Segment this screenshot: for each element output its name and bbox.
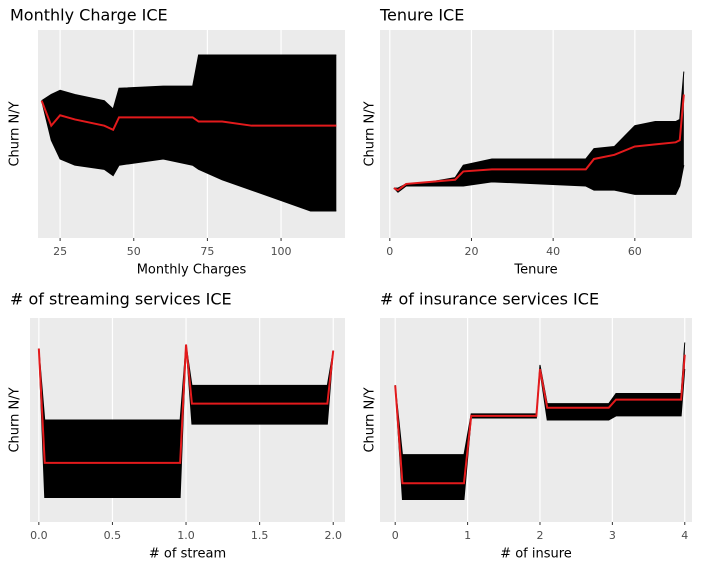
average-line — [37, 344, 335, 464]
x-tick-label: 75 — [200, 245, 214, 258]
x-tick-label: 2 — [536, 529, 543, 542]
chart-title: Tenure ICE — [379, 6, 464, 25]
ice-line — [41, 100, 337, 212]
x-tick-label: 1 — [464, 529, 471, 542]
y-axis-label: Churn N/Y — [8, 101, 23, 166]
x-tick-label: 100 — [271, 245, 292, 258]
x-tick-label: 2.0 — [324, 529, 342, 542]
ice-line — [41, 54, 337, 110]
x-tick-label: 20 — [464, 245, 478, 258]
x-tick-label: 1.5 — [251, 529, 269, 542]
x-tick-label: 1.0 — [177, 529, 195, 542]
x-tick-label: 25 — [53, 245, 67, 258]
x-tick-label: 0 — [386, 245, 393, 258]
ice-band — [38, 344, 334, 498]
average-line — [394, 354, 686, 485]
average-line — [393, 94, 685, 192]
ice-band — [41, 54, 337, 211]
x-tick-label: 0.5 — [104, 529, 122, 542]
x-tick-label: 0 — [392, 529, 399, 542]
x-axis-label: Tenure — [513, 263, 557, 278]
chart-title: # of insurance services ICE — [380, 290, 599, 309]
ice-line — [394, 342, 686, 456]
average-line — [40, 100, 337, 132]
chart-title: Monthly Charge ICE — [10, 6, 168, 25]
chart-title: # of streaming services ICE — [10, 290, 232, 309]
x-tick-label: 50 — [127, 245, 141, 258]
y-axis-label: Churn N/Y — [363, 101, 378, 166]
x-tick-label: 40 — [546, 245, 560, 258]
x-tick-label: 4 — [681, 529, 688, 542]
y-axis-label: Churn N/Y — [363, 387, 378, 452]
x-axis-label: Monthly Charges — [137, 263, 247, 278]
ice-line — [393, 165, 685, 195]
x-axis-label: # of stream — [149, 547, 226, 562]
y-axis-label: Churn N/Y — [8, 387, 23, 452]
ice-band — [393, 71, 684, 195]
x-tick-label: 0.0 — [30, 529, 48, 542]
x-tick-label: 3 — [609, 529, 616, 542]
x-tick-label: 60 — [628, 245, 642, 258]
x-axis-label: # of insure — [500, 547, 572, 562]
